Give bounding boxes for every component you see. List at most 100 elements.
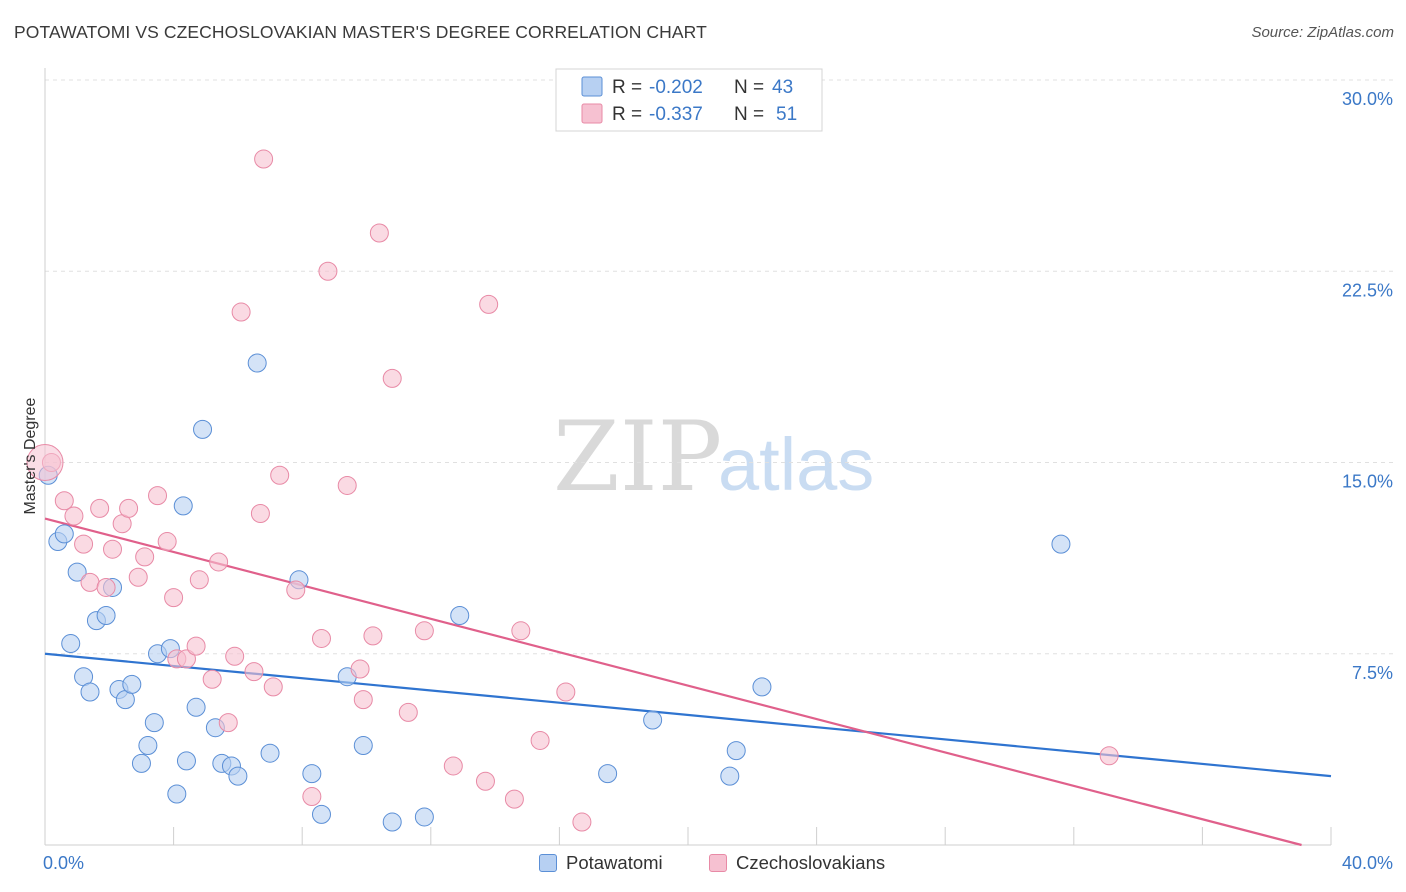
legend-r-label: R = xyxy=(612,77,642,98)
legend-swatch-czechoslovakians xyxy=(581,103,603,124)
y-tick-label: 15.0% xyxy=(1342,472,1393,492)
watermark-atlas: atlas xyxy=(718,423,874,506)
point-czechoslovakians xyxy=(398,702,418,722)
point-czechoslovakians xyxy=(414,621,434,641)
point-czechoslovakians xyxy=(572,812,592,832)
point-czechoslovakians xyxy=(530,730,550,750)
point-czechoslovakians xyxy=(479,294,499,314)
legend-swatch-potawatomi xyxy=(581,76,603,97)
x-tick-label-min: 0.0% xyxy=(43,853,84,873)
point-potawatomi xyxy=(311,804,331,824)
legend-r-value: -0.337 xyxy=(649,104,703,125)
point-czechoslovakians xyxy=(54,491,74,511)
point-potawatomi xyxy=(726,741,746,761)
legend-n-value: 43 xyxy=(772,77,793,98)
point-czechoslovakians xyxy=(103,539,123,559)
point-czechoslovakians xyxy=(443,756,463,776)
point-czechoslovakians xyxy=(363,626,383,646)
point-czechoslovakians xyxy=(353,690,373,710)
y-tick-label: 30.0% xyxy=(1342,89,1393,109)
point-czechoslovakians xyxy=(318,261,338,281)
point-czechoslovakians xyxy=(250,504,270,523)
point-potawatomi xyxy=(752,677,772,697)
point-czechoslovakians xyxy=(80,572,100,592)
point-potawatomi xyxy=(167,784,187,804)
legend-r-value: -0.202 xyxy=(649,77,703,98)
legend-n-label: N = xyxy=(734,77,764,98)
trend-lines xyxy=(44,517,1332,847)
point-czechoslovakians xyxy=(311,628,331,648)
point-potawatomi xyxy=(173,496,193,516)
point-czechoslovakians xyxy=(176,649,196,669)
point-czechoslovakians xyxy=(128,567,148,587)
point-czechoslovakians xyxy=(475,771,495,791)
point-potawatomi xyxy=(144,713,164,733)
point-czechoslovakians xyxy=(244,662,264,682)
point-czechoslovakians xyxy=(231,302,251,322)
trend-line-czechoslovakians xyxy=(44,517,1302,847)
chart-title: POTAWATOMI VS CZECHOSLOVAKIAN MASTER'S D… xyxy=(14,22,707,42)
point-potawatomi xyxy=(353,736,373,756)
legend-n-label: N = xyxy=(734,104,764,125)
grid xyxy=(45,79,1393,655)
point-potawatomi xyxy=(176,751,196,771)
point-potawatomi xyxy=(414,807,434,827)
point-potawatomi xyxy=(247,353,267,373)
point-potawatomi xyxy=(260,743,280,763)
point-czechoslovakians xyxy=(254,149,274,169)
point-czechoslovakians xyxy=(209,552,229,572)
point-czechoslovakians xyxy=(119,498,139,518)
point-potawatomi xyxy=(1051,534,1071,554)
point-czechoslovakians xyxy=(337,475,357,495)
point-potawatomi xyxy=(643,710,663,730)
point-czechoslovakians xyxy=(96,577,116,597)
point-czechoslovakians xyxy=(511,621,531,641)
point-potawatomi xyxy=(382,812,402,832)
x-tick-label-max: 40.0% xyxy=(1342,853,1393,873)
point-czechoslovakians xyxy=(74,534,94,554)
point-czechoslovakians xyxy=(1099,746,1119,766)
point-czechoslovakians xyxy=(350,659,370,679)
point-potawatomi xyxy=(302,764,322,784)
point-czechoslovakians xyxy=(302,787,322,807)
point-czechoslovakians xyxy=(148,486,168,506)
watermark-zip: ZIP xyxy=(553,401,722,513)
point-czechoslovakians xyxy=(270,465,290,485)
point-czechoslovakians xyxy=(218,713,238,733)
legend-n-value: 51 xyxy=(776,104,797,125)
legend-label: Potawatomi xyxy=(566,852,663,873)
point-czechoslovakians xyxy=(186,636,206,656)
point-potawatomi xyxy=(122,674,142,694)
y-tick-label: 22.5% xyxy=(1342,280,1393,300)
point-potawatomi xyxy=(193,419,213,439)
legend-r-label: R = xyxy=(612,104,642,125)
legend-swatch xyxy=(709,854,727,872)
series-legend: Potawatomi Czechoslovakians xyxy=(0,852,1406,878)
y-tick-label: 7.5% xyxy=(1352,663,1393,683)
point-czechoslovakians xyxy=(202,669,222,689)
point-potawatomi xyxy=(96,606,116,625)
point-potawatomi xyxy=(80,682,100,702)
point-potawatomi xyxy=(186,697,206,717)
point-potawatomi xyxy=(138,736,158,756)
legend-swatch xyxy=(539,854,557,872)
point-potawatomi xyxy=(720,766,740,786)
point-potawatomi xyxy=(54,524,74,544)
point-czechoslovakians xyxy=(164,588,184,608)
legend-item-potawatomi: Potawatomi xyxy=(539,852,663,874)
point-czechoslovakians xyxy=(225,646,245,666)
data-points xyxy=(26,149,1119,832)
point-czechoslovakians xyxy=(286,580,306,600)
point-potawatomi xyxy=(61,634,81,654)
point-czechoslovakians xyxy=(135,547,155,567)
legend-label: Czechoslovakians xyxy=(736,852,886,873)
point-czechoslovakians xyxy=(382,368,402,388)
source-label: Source: ZipAtlas.com xyxy=(1251,24,1394,41)
trend-line-potawatomi xyxy=(44,652,1332,778)
point-czechoslovakians xyxy=(26,444,64,481)
point-czechoslovakians xyxy=(556,682,576,702)
point-czechoslovakians xyxy=(157,532,177,552)
point-potawatomi xyxy=(598,764,618,784)
point-potawatomi xyxy=(131,753,151,773)
